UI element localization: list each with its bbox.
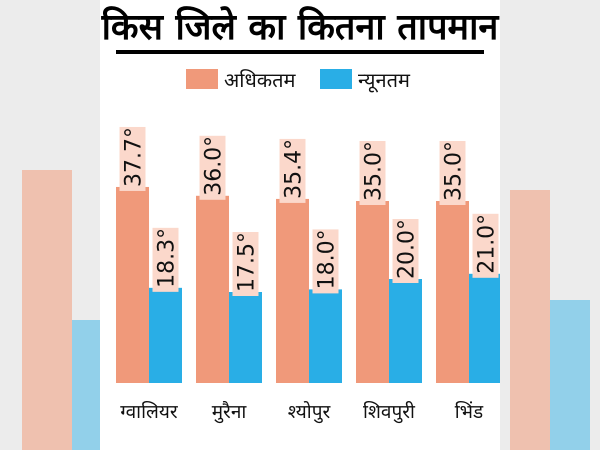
data-label-min-0: 18.3° — [155, 228, 180, 288]
bar-max-1 — [196, 195, 229, 383]
data-label-max-0: 37.7° — [122, 127, 147, 187]
category-label-3: शिवपुरी — [363, 400, 416, 424]
bar-min-0 — [149, 287, 182, 383]
category-label-2: श्योपुर — [288, 400, 332, 424]
data-label-min-3: 20.0° — [395, 219, 420, 279]
left-background-blur — [0, 0, 100, 450]
data-label-bg-min-0 — [152, 227, 179, 292]
bar-max-0 — [116, 186, 149, 383]
bar-chart: 37.7° 18.3° ग्वालियर 36.0° 17.5° मुरैना 35.4° 1… — [116, 126, 500, 424]
data-label-bg-max-4 — [439, 141, 466, 205]
data-label-bg-max-0 — [119, 126, 146, 191]
legend-item-min: न्यूनतम — [320, 64, 410, 94]
data-label-min-1: 17.5° — [235, 232, 260, 292]
category-label-0: ग्वालियर — [120, 400, 179, 423]
title-underline — [116, 50, 484, 54]
data-label-bg-max-1 — [199, 135, 226, 200]
bar-min-3 — [389, 279, 422, 383]
legend-item-max: अधिकतम — [186, 64, 295, 94]
category-label-4: भिंड — [455, 400, 484, 423]
data-label-bg-min-1 — [232, 232, 259, 296]
chart-title: किस जिले का कितना तापमान — [101, 7, 499, 48]
legend-label-min: न्यूनतम — [358, 67, 410, 92]
right-blur-bar-min — [550, 300, 590, 450]
data-label-bg-min-2 — [312, 229, 339, 294]
data-label-max-4: 35.0° — [442, 141, 467, 201]
chart-panel: किस जिले का कितना तापमान अधिकतम न्यूनतम … — [100, 0, 500, 450]
data-label-min-4: 21.0° — [475, 214, 500, 274]
legend-swatch-max — [186, 69, 218, 89]
bar-min-2 — [309, 289, 342, 383]
category-label-1: मुरैना — [212, 400, 248, 424]
bar-max-4 — [436, 201, 469, 383]
bar-min-4 — [469, 273, 500, 383]
data-label-bg-max-3 — [359, 141, 386, 205]
data-label-max-3: 35.0° — [362, 141, 387, 201]
legend-label-max: अधिकतम — [224, 67, 296, 92]
data-label-min-2: 18.0° — [315, 229, 340, 289]
bar-max-3 — [356, 201, 389, 383]
bar-min-1 — [229, 292, 262, 383]
data-label-bg-max-2 — [279, 138, 306, 203]
left-blur-bar-max — [22, 170, 72, 450]
data-label-max-1: 36.0° — [202, 136, 227, 196]
legend-swatch-min — [320, 69, 352, 89]
bar-max-2 — [276, 198, 309, 383]
data-label-max-2: 35.4° — [282, 139, 307, 199]
left-blur-bar-min — [72, 320, 100, 450]
legend: अधिकतम न्यूनतम — [100, 64, 500, 94]
data-label-bg-min-4 — [472, 213, 499, 278]
right-background-blur — [500, 0, 600, 450]
data-label-bg-min-3 — [392, 219, 419, 283]
right-blur-bar-max — [510, 190, 550, 450]
